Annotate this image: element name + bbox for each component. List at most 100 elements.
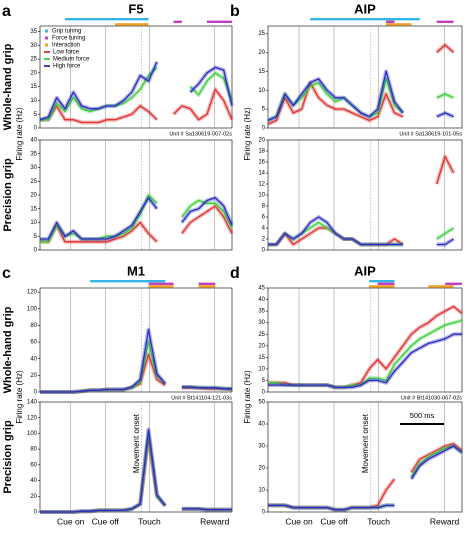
panel-letter: c	[2, 265, 11, 282]
tuning-bar	[369, 280, 395, 283]
series-band	[268, 154, 456, 247]
series-line	[267, 70, 454, 121]
unit-label: Unit # Bt141030-067-02s	[401, 395, 462, 401]
y-tick-label: 40	[258, 422, 265, 428]
y-tick-label: 25	[30, 179, 37, 185]
y-tick-label: 14	[258, 171, 265, 177]
y-tick-label: 35	[30, 151, 37, 157]
y-tick-label: 20	[258, 343, 265, 349]
y-tick-label: 0	[262, 248, 266, 254]
tuning-bar	[198, 282, 216, 285]
series-line	[268, 333, 462, 389]
legend-label: Medium force	[53, 57, 90, 63]
panel-title: AIP	[354, 1, 376, 16]
series-line	[267, 44, 455, 125]
y-tick-label: 35	[258, 309, 265, 315]
plot-frame	[39, 401, 233, 513]
y-tick-label: 20	[30, 193, 37, 199]
tuning-bar	[445, 282, 462, 285]
series-line	[40, 428, 232, 513]
plot-frame	[267, 287, 463, 393]
y-tick-label: 20	[258, 466, 265, 472]
tuning-bar	[369, 285, 395, 288]
y-tick-label: 0	[34, 126, 38, 132]
row-label: Whole-hand grip	[2, 306, 14, 393]
tuning-bar	[428, 285, 454, 288]
plot-frame	[267, 139, 463, 251]
unit-label: Unit # Bt141104-121-03s	[171, 395, 232, 401]
y-tick-label: 10	[258, 88, 265, 94]
legend-label: Low force	[53, 50, 80, 56]
y-tick-label: 20	[258, 50, 265, 56]
event-label: Reward	[430, 516, 460, 526]
series-line	[268, 445, 463, 511]
y-tick-label: 35	[30, 29, 37, 35]
event-label: Reward	[200, 516, 230, 526]
event-label: Touch	[367, 516, 390, 526]
y-tick-label: 2	[262, 237, 266, 243]
y-tick-label: 0	[262, 510, 266, 516]
y-tick-label: 30	[30, 165, 37, 171]
y-tick-label: 15	[258, 355, 265, 361]
y-tick-label: 15	[30, 206, 37, 212]
event-label: Cue on	[57, 516, 85, 526]
y-tick-label: 5	[34, 112, 38, 118]
series-line	[268, 305, 463, 389]
tuning-bar	[386, 20, 395, 23]
y-tick-label: 18	[258, 149, 265, 155]
row-label: Precision grip	[2, 158, 14, 232]
row-label: Precision grip	[2, 420, 14, 494]
y-tick-label: 50	[258, 400, 265, 406]
y-axis-title: Firing rate (Hz)	[243, 370, 252, 424]
y-tick-label: 40	[258, 297, 265, 303]
movement-onset-label: Movement onset	[361, 413, 370, 473]
series-line	[40, 88, 233, 124]
legend-swatch	[45, 29, 48, 33]
y-tick-label: 20	[30, 494, 37, 500]
y-tick-label: 120	[27, 290, 38, 296]
legend-label: Grip tuning	[52, 29, 81, 35]
series-line	[268, 155, 455, 246]
panel-letter: b	[230, 3, 240, 20]
tuning-bar	[206, 20, 232, 23]
event-label: Cue on	[285, 516, 313, 526]
legend-label: High force	[53, 64, 81, 70]
y-tick-label: 20	[30, 70, 37, 76]
y-tick-label: 10	[258, 488, 265, 494]
panel-letter: d	[230, 265, 240, 282]
series-band	[268, 215, 455, 247]
y-tick-label: 60	[30, 340, 37, 346]
y-tick-label: 25	[258, 332, 265, 338]
panel-title: M1	[127, 263, 145, 278]
y-tick-label: 6	[262, 215, 266, 221]
panel-title: F5	[128, 1, 143, 16]
series-line	[39, 61, 233, 121]
series-line	[40, 197, 233, 240]
tuning-bar	[90, 280, 166, 283]
y-tick-label: 0	[34, 248, 38, 254]
y-tick-label: 30	[30, 43, 37, 49]
series-line	[40, 205, 233, 243]
y-tick-label: 30	[258, 444, 265, 450]
tuning-bar	[436, 20, 454, 23]
y-tick-label: 25	[30, 57, 37, 63]
y-tick-label: 15	[30, 84, 37, 90]
y-tick-label: 5	[262, 378, 266, 384]
y-tick-label: 40	[30, 478, 37, 484]
series-line	[40, 328, 232, 393]
y-tick-label: 15	[258, 69, 265, 75]
tuning-bar	[173, 20, 182, 23]
y-tick-label: 80	[30, 323, 37, 329]
y-tick-label: 5	[34, 234, 38, 240]
y-tick-label: 0	[262, 390, 266, 396]
plot-frame	[39, 287, 233, 393]
unit-label: Unit # Sa130619-101-05s	[399, 131, 462, 137]
plot-frame	[267, 25, 463, 129]
tuning-bar	[377, 282, 395, 285]
y-tick-label: 100	[27, 431, 38, 437]
tuning-bar	[115, 23, 149, 26]
y-axis-title: Firing rate (Hz)	[15, 107, 24, 161]
panel-title: AIP	[354, 263, 376, 278]
y-tick-label: 10	[30, 98, 37, 104]
